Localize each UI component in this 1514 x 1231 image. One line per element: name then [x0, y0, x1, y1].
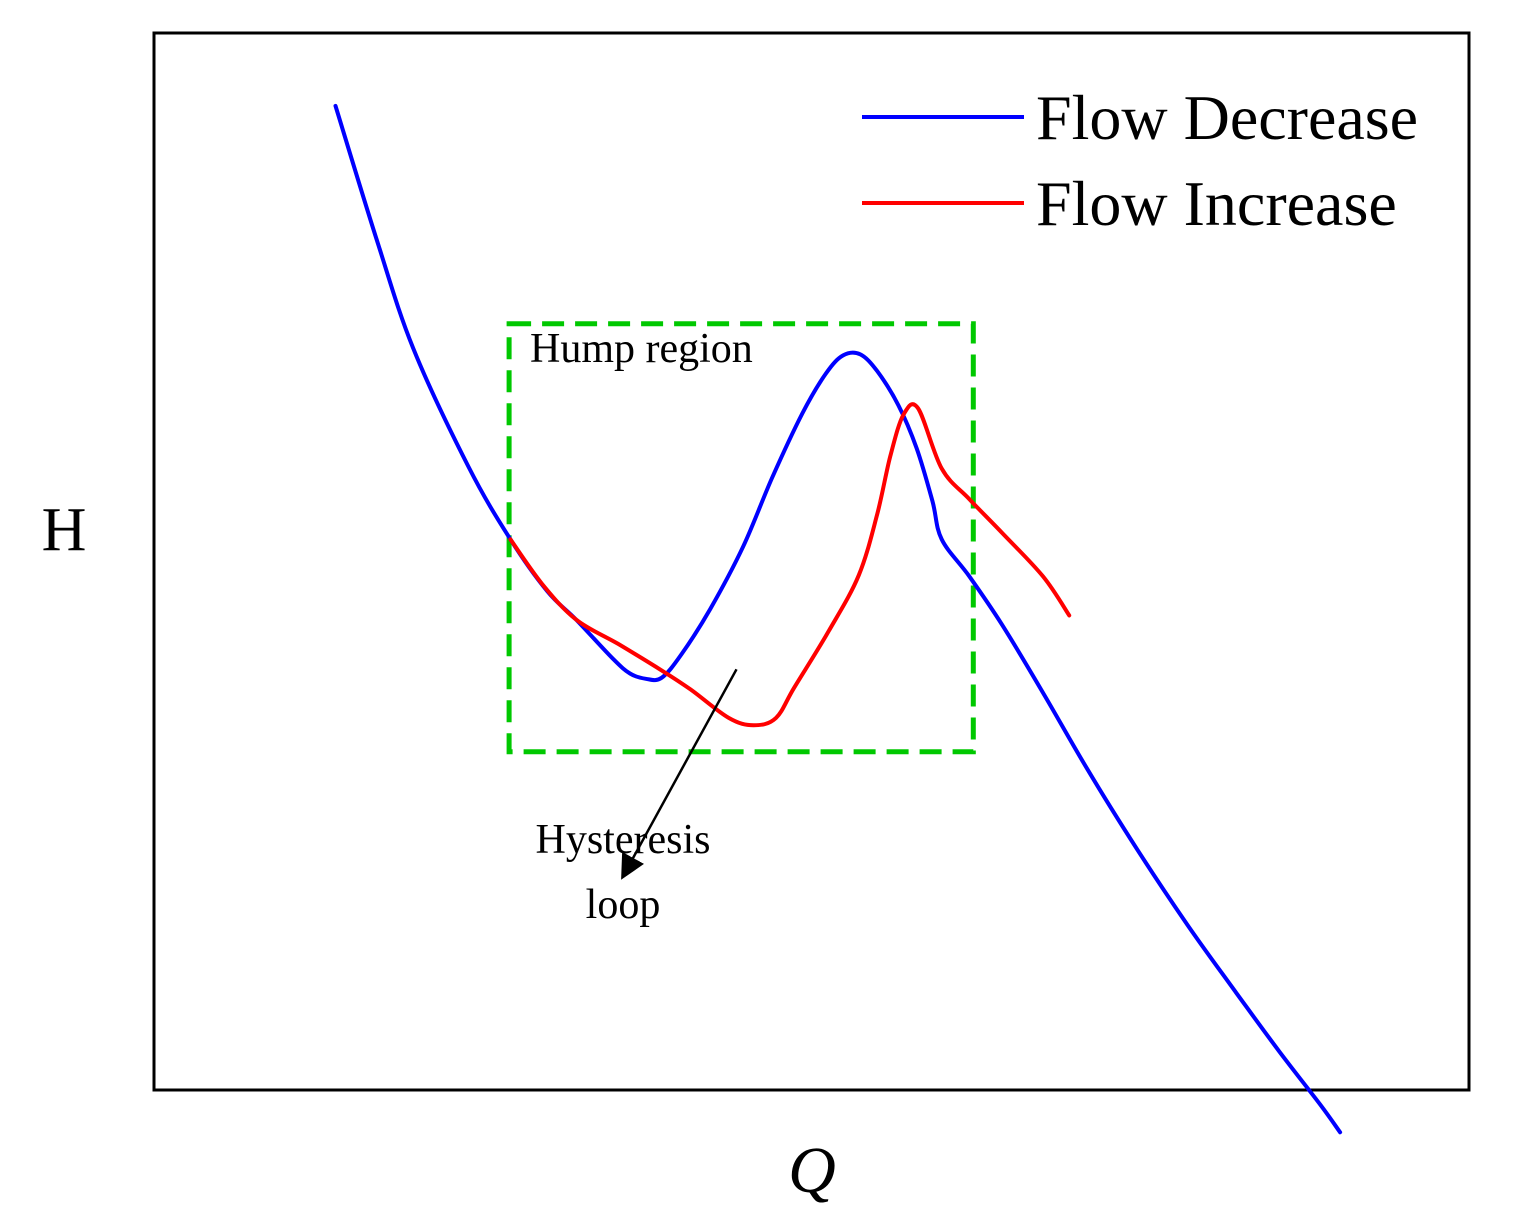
series-line-flow-increase — [508, 402, 1072, 728]
series-layer — [333, 103, 1343, 1135]
plot-area-frame — [152, 31, 1471, 1092]
hysteresis-label-line2: loop — [586, 882, 661, 928]
hysteresis-arrow — [621, 668, 738, 880]
hump-region-box — [506, 321, 976, 755]
legend: Flow Decrease Flow Increase — [862, 82, 1418, 239]
hump-region-label: Hump region — [530, 326, 753, 372]
y-axis-label: H — [42, 496, 87, 564]
legend-label-flow-decrease: Flow Decrease — [1036, 82, 1418, 153]
x-axis-label: Q — [788, 1134, 836, 1207]
hysteresis-label-line1: Hysteresis — [536, 817, 711, 863]
legend-label-flow-increase: Flow Increase — [1036, 168, 1397, 239]
